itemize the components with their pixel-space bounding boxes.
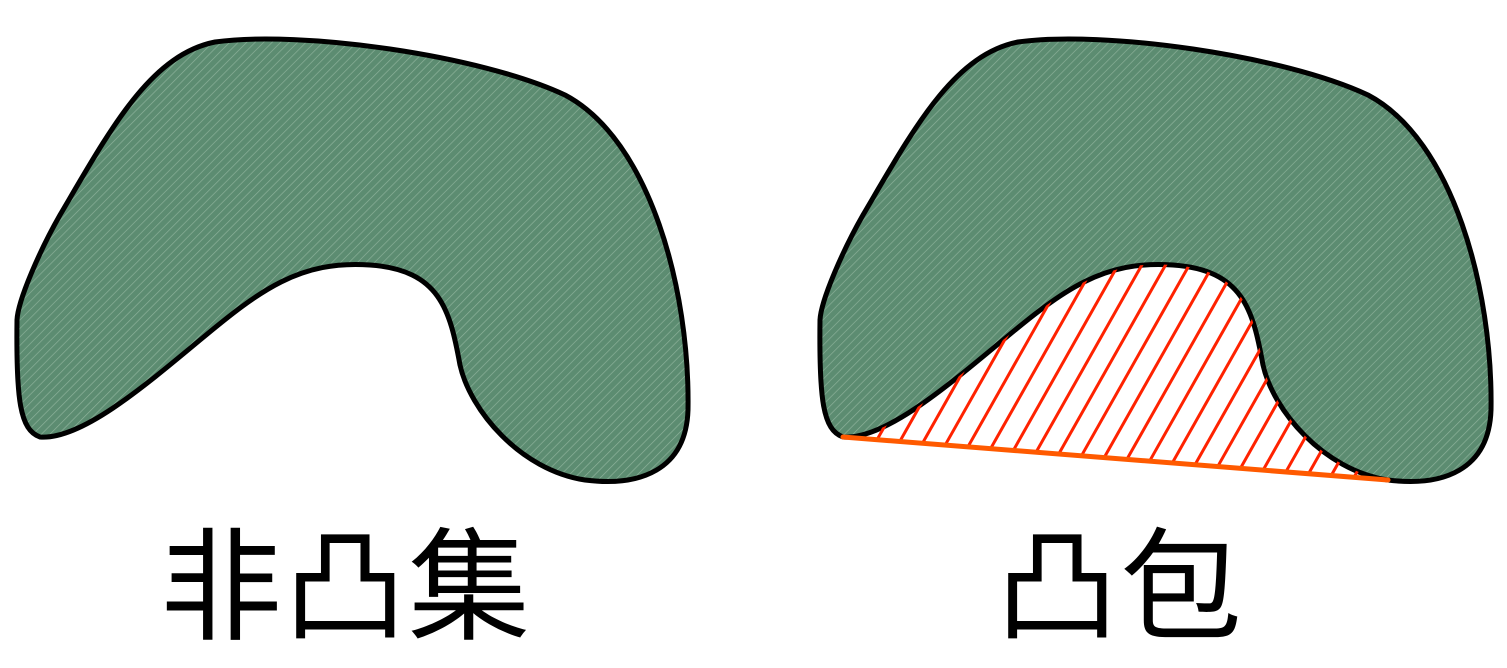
hull-hatch-line <box>1034 264 1168 453</box>
hull-hatch-line <box>1012 264 1145 452</box>
hull-hatch-line <box>989 264 1122 450</box>
caption-non-convex-set: 非凸集 <box>160 517 532 659</box>
convex-hull-panel <box>817 36 1494 484</box>
non-convex-shape <box>817 36 1494 484</box>
caption-convex-hull: 凸包 <box>996 517 1244 659</box>
hull-hatch-line <box>1057 264 1191 455</box>
convex-hull-edge <box>840 434 1391 483</box>
hull-hatch-line <box>966 264 1100 448</box>
hull-hatch-line <box>1080 264 1213 457</box>
non-convex-set-panel <box>14 36 691 484</box>
non-convex-shape <box>14 36 691 484</box>
